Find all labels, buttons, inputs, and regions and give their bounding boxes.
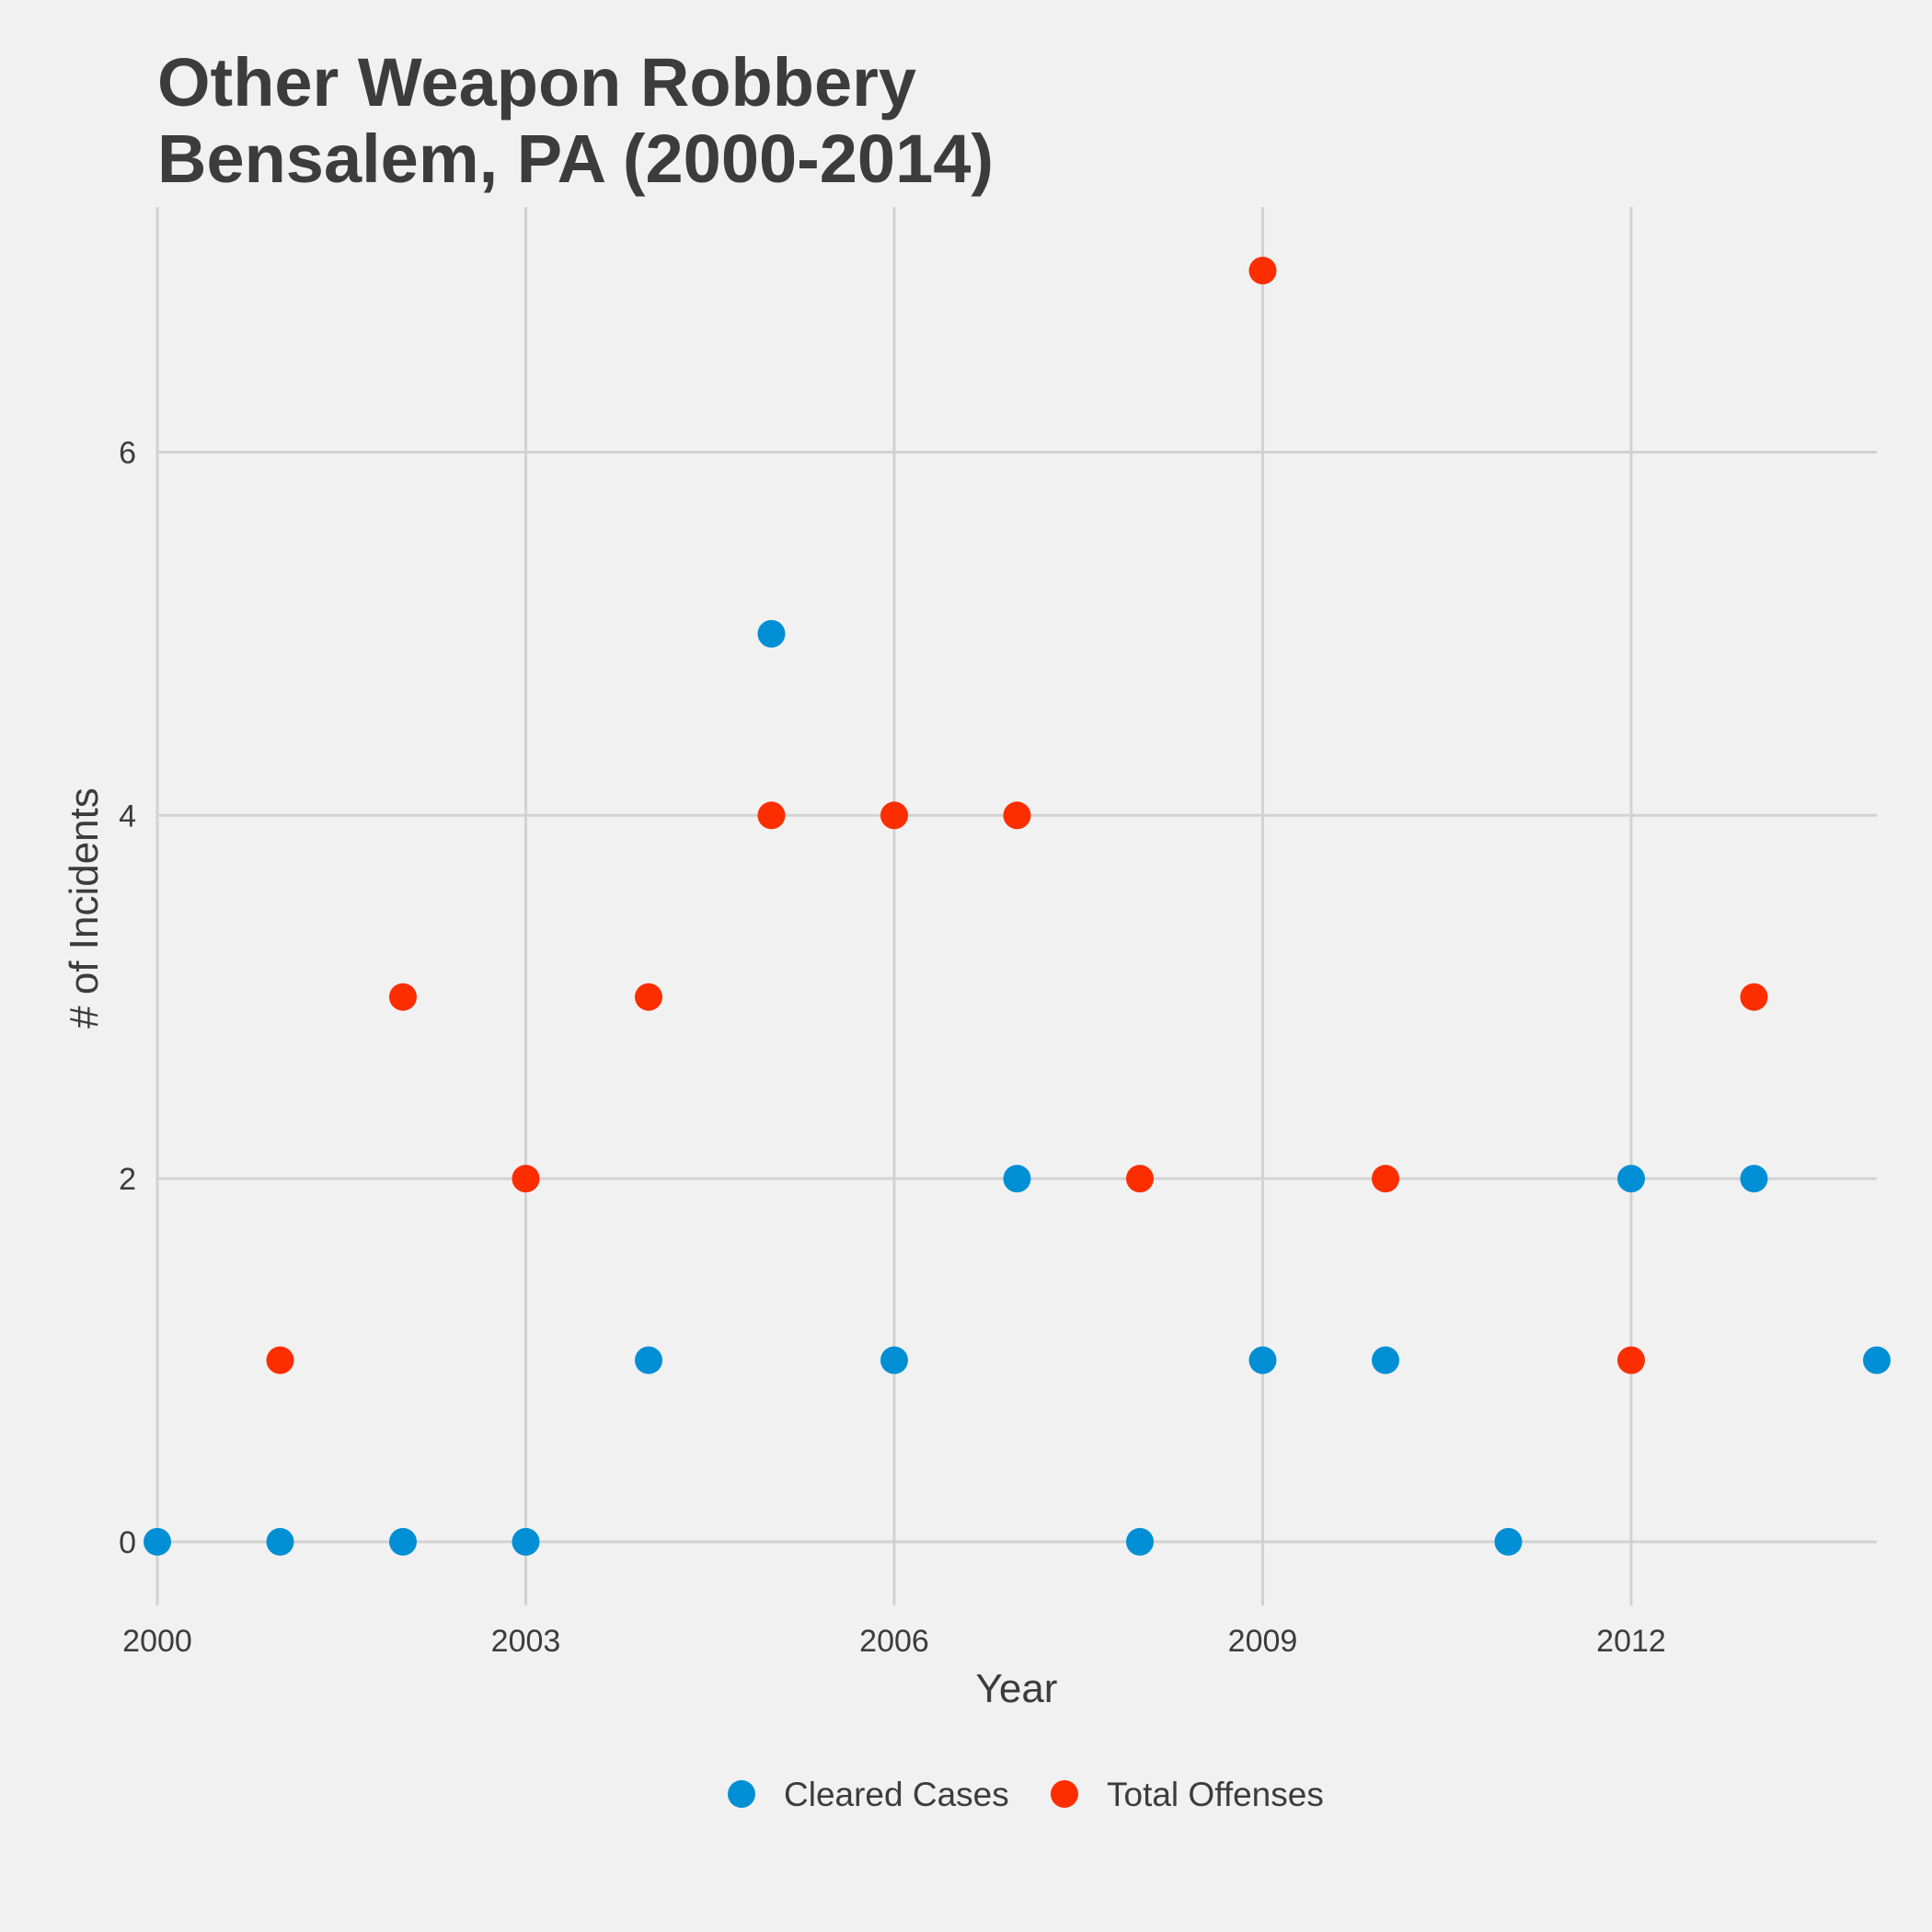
data-point [757,801,786,830]
data-point [389,983,417,1011]
x-tick-label: 2000 [122,1624,192,1659]
y-tick-label: 2 [119,1162,136,1197]
x-tick-label: 2006 [859,1624,929,1659]
data-point [757,619,786,648]
data-point [1126,1527,1154,1556]
data-point [1372,1346,1399,1374]
data-point [880,1346,908,1374]
legend-label-total-offenses: Total Offenses [1107,1776,1324,1813]
data-point [389,1527,417,1556]
data-point [635,983,662,1011]
y-tick-label: 4 [119,799,136,834]
data-point [1372,1165,1399,1193]
legend: Cleared Cases Total Offenses [728,1776,1324,1813]
data-point [1126,1165,1154,1193]
chart-title-line-1: Other Weapon Robbery [157,44,916,121]
grid [155,207,1877,1605]
chart-title-line-2: Bensalem, PA (2000-2014) [157,121,994,197]
x-axis-title: Year [976,1666,1058,1711]
data-point [512,1527,540,1556]
data-point [1003,801,1031,830]
x-tick-label: 2003 [491,1624,561,1659]
y-tick-label: 6 [119,435,136,470]
data-point [635,1346,662,1374]
data-point [1494,1527,1523,1556]
y-axis-title: # of Incidents [62,788,107,1029]
data-point [1740,983,1768,1011]
data-point [1863,1346,1891,1374]
data-points [144,257,1891,1556]
x-tick-label: 2009 [1228,1624,1298,1659]
data-point [266,1527,294,1556]
data-point [144,1527,171,1556]
data-point [1248,1346,1277,1374]
data-point [266,1346,294,1374]
legend-marker-cleared-cases [728,1780,755,1808]
data-point [1740,1165,1768,1193]
legend-label-cleared-cases: Cleared Cases [784,1776,1009,1813]
x-axis-ticks: 2000 2003 2006 2009 2012 [122,1624,1666,1659]
x-tick-label: 2012 [1596,1624,1666,1659]
data-point [1617,1165,1645,1193]
data-point [1617,1346,1645,1374]
y-axis-ticks: 0 2 4 6 [119,435,136,1559]
data-point [1003,1165,1031,1193]
y-tick-label: 0 [119,1525,136,1560]
data-point [1248,257,1277,285]
legend-marker-total-offenses [1051,1780,1078,1808]
data-point [880,801,908,830]
series-cleared-cases [144,619,1891,1556]
data-point [512,1165,540,1193]
series-total-offenses [266,257,1768,1374]
